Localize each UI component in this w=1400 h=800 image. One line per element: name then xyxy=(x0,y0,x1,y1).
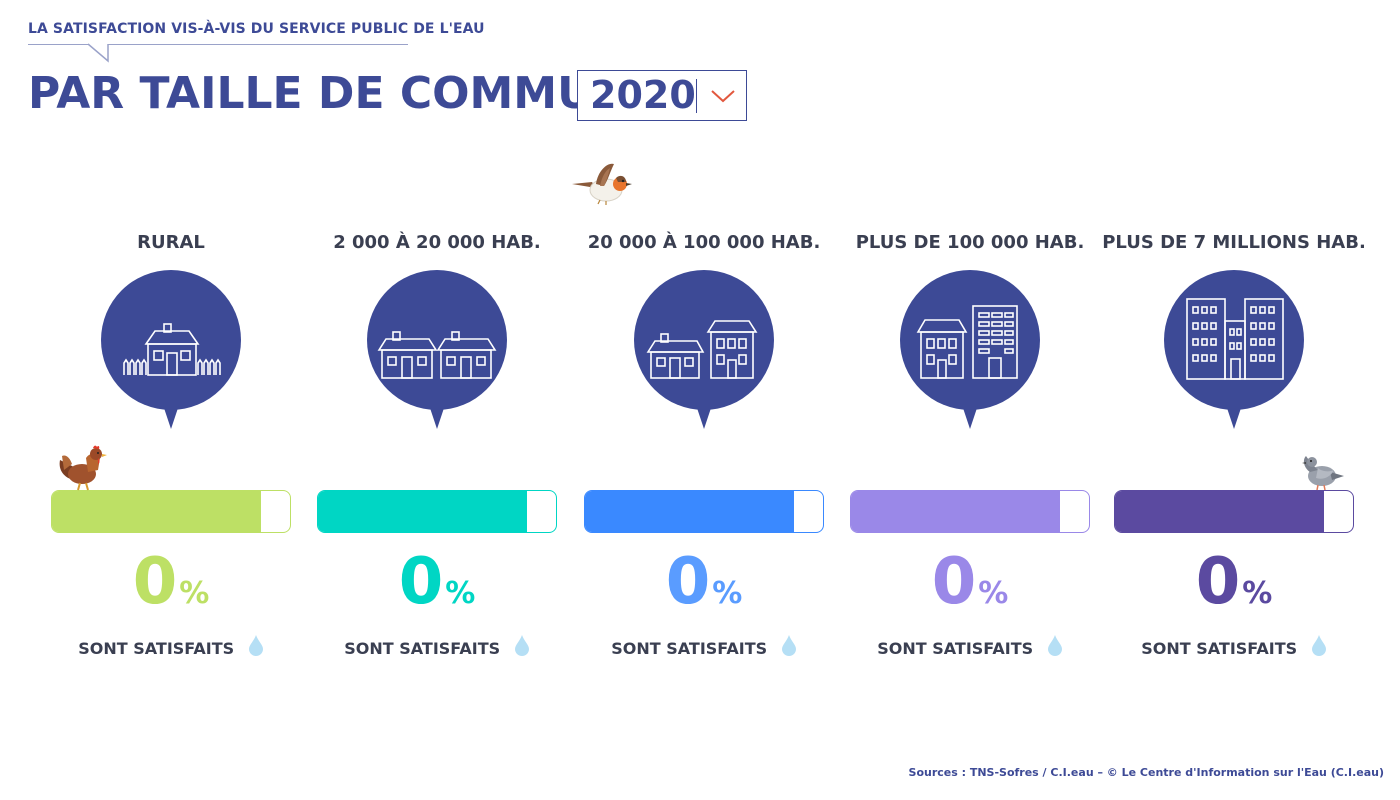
satisfaction-percent: 0% xyxy=(850,550,1090,614)
water-drop-icon xyxy=(781,635,796,656)
category-label: 2 000 À 20 000 HAB. xyxy=(333,232,541,253)
satisfaction-percent: 0% xyxy=(1114,550,1354,614)
satisfaction-percent: 0% xyxy=(317,550,557,614)
category-label: RURAL xyxy=(137,232,205,253)
water-drop-icon xyxy=(514,635,529,656)
satisfaction-status: SONT SATISFAITS xyxy=(850,634,1090,658)
percent-sign: % xyxy=(712,576,743,611)
year-dropdown[interactable]: 2020 xyxy=(577,70,747,121)
water-drop-icon xyxy=(1311,635,1326,656)
category-label: PLUS DE 7 MILLIONS HAB. xyxy=(1102,232,1366,253)
satisfaction-bar-fill xyxy=(851,491,1061,532)
satisfaction-bar xyxy=(850,490,1090,533)
percent-value: 0 xyxy=(132,545,178,619)
satisfaction-status: SONT SATISFAITS xyxy=(51,634,291,658)
satisfaction-percent: 0% xyxy=(51,550,291,614)
sources-footnote: Sources : TNS-Sofres / C.I.eau – © Le Ce… xyxy=(908,766,1384,779)
satisfaction-bar xyxy=(317,490,557,533)
satisfaction-bar-fill xyxy=(52,491,262,532)
pigeon-icon xyxy=(1302,456,1344,491)
percent-value: 0 xyxy=(398,545,444,619)
satisfaction-bar-fill xyxy=(585,491,795,532)
satisfaction-status: SONT SATISFAITS xyxy=(584,634,824,658)
satisfaction-bar xyxy=(584,490,824,533)
status-label: SONT SATISFAITS xyxy=(1141,639,1298,658)
satisfaction-percent: 0% xyxy=(584,550,824,614)
percent-sign: % xyxy=(1242,576,1273,611)
status-label: SONT SATISFAITS xyxy=(611,639,768,658)
status-label: SONT SATISFAITS xyxy=(344,639,501,658)
satisfaction-status: SONT SATISFAITS xyxy=(1114,634,1354,658)
satisfaction-bar xyxy=(1114,490,1354,533)
percent-value: 0 xyxy=(931,545,977,619)
water-drop-icon xyxy=(1047,635,1062,656)
year-dropdown-separator xyxy=(696,79,697,113)
rooster-icon xyxy=(59,445,107,491)
house-and-townhouse-icon xyxy=(634,270,774,429)
robin-bird-icon xyxy=(572,163,632,205)
status-label: SONT SATISFAITS xyxy=(877,639,1034,658)
section-kicker: LA SATISFACTION VIS-À-VIS DU SERVICE PUB… xyxy=(28,21,485,37)
rural-house-icon xyxy=(101,270,241,429)
category-label: PLUS DE 100 000 HAB. xyxy=(855,232,1085,253)
satisfaction-bar-fill xyxy=(318,491,528,532)
percent-sign: % xyxy=(445,576,476,611)
percent-value: 0 xyxy=(1195,545,1241,619)
percent-value: 0 xyxy=(665,545,711,619)
townhouse-and-tower-icon xyxy=(900,270,1040,429)
city-towers-icon xyxy=(1164,270,1304,429)
satisfaction-status: SONT SATISFAITS xyxy=(317,634,557,658)
satisfaction-bar-fill xyxy=(1115,491,1325,532)
year-dropdown-value: 2020 xyxy=(590,73,696,117)
page-title: PAR TAILLE DE COMMUNE xyxy=(28,68,660,119)
water-drop-icon xyxy=(248,635,263,656)
percent-sign: % xyxy=(179,576,210,611)
category-label: 20 000 À 100 000 HAB. xyxy=(587,232,821,253)
two-houses-icon xyxy=(367,270,507,429)
chevron-down-icon xyxy=(711,90,735,103)
satisfaction-bar xyxy=(51,490,291,533)
status-label: SONT SATISFAITS xyxy=(78,639,235,658)
kicker-pointer-icon xyxy=(88,43,109,63)
percent-sign: % xyxy=(978,576,1009,611)
kicker-underline xyxy=(28,44,408,45)
